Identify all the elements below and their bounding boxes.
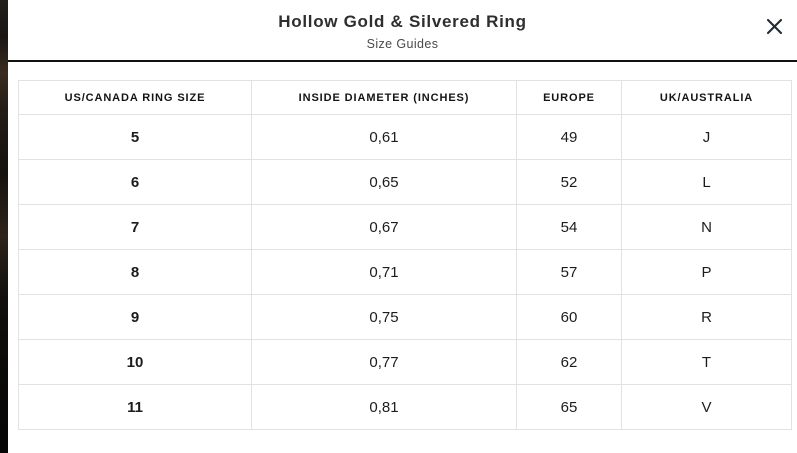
modal-header: Hollow Gold & Silvered Ring Size Guides <box>8 0 797 62</box>
table-cell: L <box>621 159 792 205</box>
table-row: 7 0,67 54 N <box>18 204 792 250</box>
table-cell: 65 <box>516 384 622 430</box>
ring-size-table: US/CANADA RING SIZE INSIDE DIAMETER (INC… <box>18 80 792 430</box>
table-header-row: US/CANADA RING SIZE INSIDE DIAMETER (INC… <box>18 80 792 115</box>
table-cell: 60 <box>516 294 622 340</box>
table-cell: 49 <box>516 114 622 160</box>
table-cell: T <box>621 339 792 385</box>
header-europe: EUROPE <box>516 80 622 115</box>
table-cell: R <box>621 294 792 340</box>
table-cell: 7 <box>18 204 252 250</box>
table-cell: V <box>621 384 792 430</box>
table-cell: 0,67 <box>251 204 517 250</box>
modal-subtitle: Size Guides <box>366 36 439 51</box>
table-cell: J <box>621 114 792 160</box>
table-cell: 0,65 <box>251 159 517 205</box>
table-row: 6 0,65 52 L <box>18 159 792 205</box>
table-cell: 62 <box>516 339 622 385</box>
table-cell: 10 <box>18 339 252 385</box>
table-cell: 6 <box>18 159 252 205</box>
table-cell: 54 <box>516 204 622 250</box>
header-us-canada: US/CANADA RING SIZE <box>18 80 252 115</box>
size-guide-modal: Hollow Gold & Silvered Ring Size Guides <box>8 0 797 453</box>
close-icon <box>766 18 783 35</box>
table-row: 5 0,61 49 J <box>18 114 792 160</box>
table-cell: 9 <box>18 294 252 340</box>
table-cell: 0,75 <box>251 294 517 340</box>
table-row: 9 0,75 60 R <box>18 294 792 340</box>
table-cell: N <box>621 204 792 250</box>
table-cell: 0,61 <box>251 114 517 160</box>
header-inside-diameter: INSIDE DIAMETER (INCHES) <box>251 80 517 115</box>
table-cell: 0,71 <box>251 249 517 295</box>
modal-title: Hollow Gold & Silvered Ring <box>278 11 527 31</box>
table-cell: 8 <box>18 249 252 295</box>
table-cell: 0,77 <box>251 339 517 385</box>
header-uk-australia: UK/AUSTRALIA <box>621 80 792 115</box>
table-row: 11 0,81 65 V <box>18 384 792 430</box>
table-row: 8 0,71 57 P <box>18 249 792 295</box>
close-button[interactable] <box>761 13 787 39</box>
table-cell: 57 <box>516 249 622 295</box>
table-cell: 11 <box>18 384 252 430</box>
background-photo-strip <box>0 0 8 453</box>
table-cell: 52 <box>516 159 622 205</box>
table-cell: 0,81 <box>251 384 517 430</box>
table-row: 10 0,77 62 T <box>18 339 792 385</box>
modal-body: US/CANADA RING SIZE INSIDE DIAMETER (INC… <box>8 62 797 430</box>
table-cell: 5 <box>18 114 252 160</box>
table-cell: P <box>621 249 792 295</box>
